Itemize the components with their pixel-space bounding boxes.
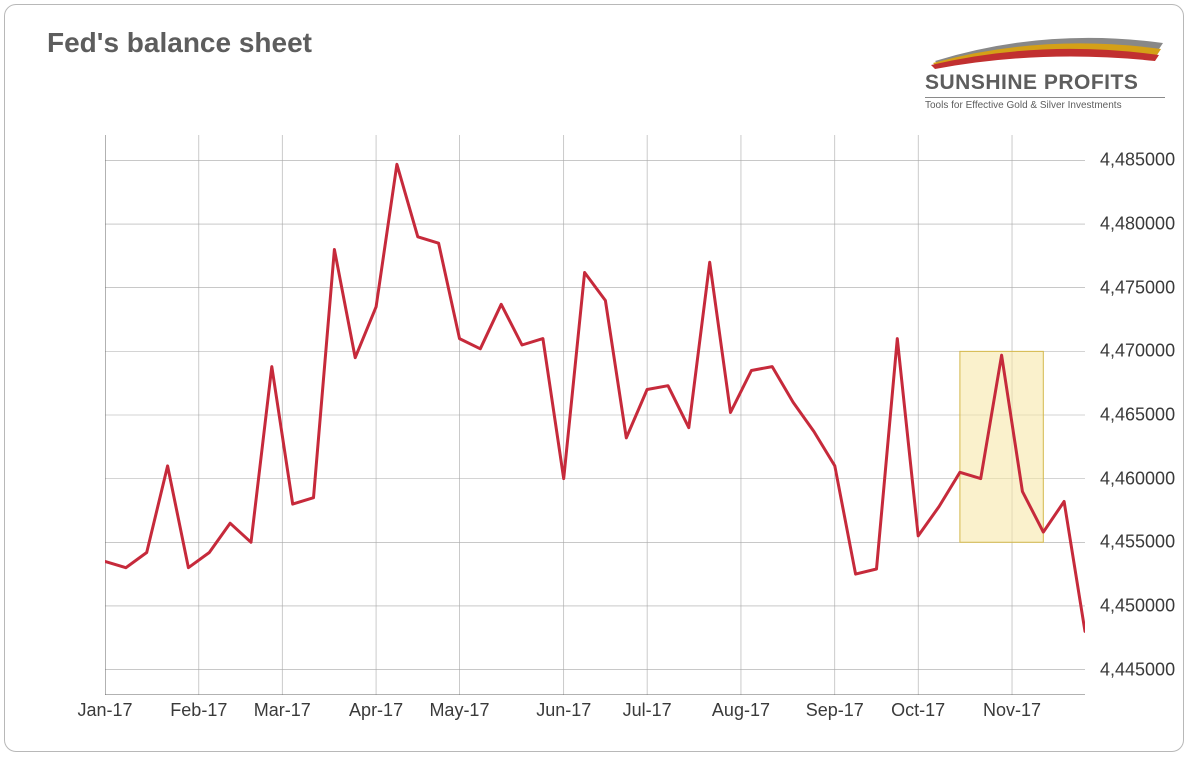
x-tick-label: Mar-17: [254, 700, 311, 721]
brand-logo: SUNSHINE PROFITS Tools for Effective Gol…: [925, 33, 1165, 111]
x-tick-label: May-17: [429, 700, 489, 721]
x-tick-label: Nov-17: [983, 700, 1041, 721]
x-tick-label: Aug-17: [712, 700, 770, 721]
logo-swoosh-icon: [925, 33, 1165, 69]
y-tick-label: 4,455000: [1100, 532, 1175, 553]
chart-card: Fed's balance sheet SUNSHINE PROFITS Too…: [4, 4, 1184, 752]
x-tick-label: Apr-17: [349, 700, 403, 721]
y-tick-label: 4,450000: [1100, 595, 1175, 616]
plot-area: Jan-17Feb-17Mar-17Apr-17May-17Jun-17Jul-…: [105, 135, 1085, 695]
y-tick-label: 4,460000: [1100, 468, 1175, 489]
y-tick-label: 4,465000: [1100, 405, 1175, 426]
x-tick-label: Feb-17: [170, 700, 227, 721]
chart-svg: [105, 135, 1085, 695]
x-tick-label: Oct-17: [891, 700, 945, 721]
y-tick-label: 4,470000: [1100, 341, 1175, 362]
x-tick-label: Jun-17: [536, 700, 591, 721]
logo-sub-text: Tools for Effective Gold & Silver Invest…: [925, 97, 1165, 111]
x-tick-label: Jan-17: [77, 700, 132, 721]
y-tick-label: 4,445000: [1100, 659, 1175, 680]
y-tick-label: 4,480000: [1100, 214, 1175, 235]
y-axis-labels: 4,445000 4,450000 4,455000 4,460000 4,465000…: [1100, 135, 1190, 695]
x-tick-label: Sep-17: [806, 700, 864, 721]
y-tick-label: 4,485000: [1100, 150, 1175, 171]
chart-title: Fed's balance sheet: [47, 27, 312, 59]
logo-main-text: SUNSHINE PROFITS: [925, 71, 1165, 95]
x-tick-label: Jul-17: [623, 700, 672, 721]
x-axis-labels: Jan-17Feb-17Mar-17Apr-17May-17Jun-17Jul-…: [105, 700, 1085, 730]
y-tick-label: 4,475000: [1100, 277, 1175, 298]
